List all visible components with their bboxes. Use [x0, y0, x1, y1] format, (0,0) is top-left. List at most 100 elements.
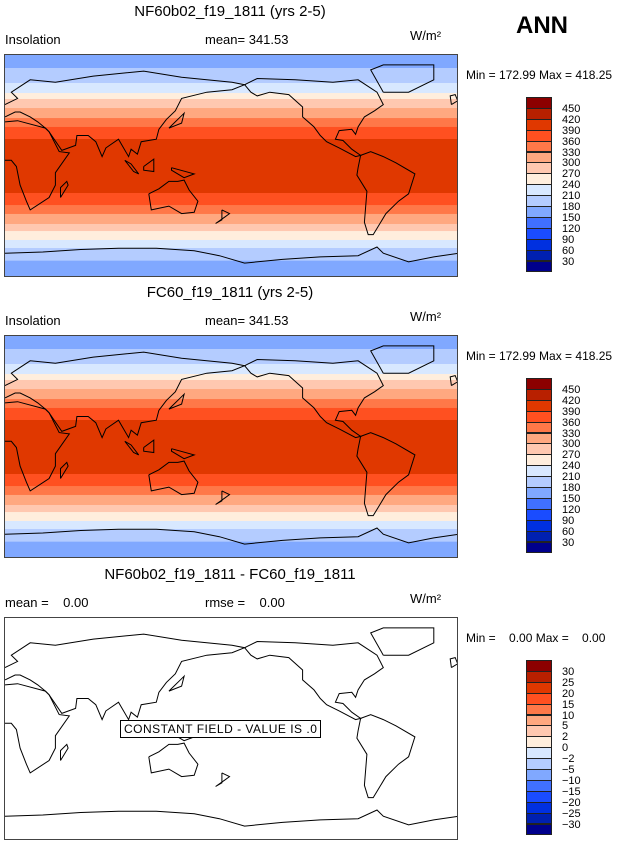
colorbar-box — [526, 823, 552, 836]
coastline-borneo — [143, 439, 155, 454]
coastline-newzealand — [215, 209, 231, 224]
colorbar-tick-label: −15 — [562, 785, 581, 798]
colorbar-tick-label: −25 — [562, 807, 581, 820]
colorbar-tick-label: 210 — [562, 190, 581, 203]
panel2-units: W/m² — [410, 309, 442, 324]
colorbar-tick-label: 450 — [562, 102, 581, 115]
coastline-australia — [148, 742, 199, 778]
colorbar-tick-label: 60 — [562, 525, 575, 538]
colorbar-tick-label: 240 — [562, 179, 581, 192]
coastline-madagascar — [60, 461, 69, 479]
zonal-band — [5, 239, 457, 249]
coastline-eurasia — [5, 351, 247, 439]
zonal-band — [5, 126, 457, 140]
panel3-mean: mean = 0.00 — [5, 595, 89, 610]
colorbar-tick-label: 240 — [562, 460, 581, 473]
zonal-band — [5, 374, 457, 381]
coastline-borneo — [143, 158, 155, 173]
colorbar-tick-label: 60 — [562, 244, 575, 257]
coastline-samerica — [356, 714, 416, 799]
coastline-sumatra — [124, 440, 140, 456]
coastline-antarctica — [5, 246, 457, 264]
coastline-sumatra — [124, 159, 140, 175]
panel2-variable: Insolation — [5, 313, 61, 328]
panel2-minmax: Min = 172.99 Max = 418.25 — [466, 349, 613, 363]
colorbar-tick-label: 270 — [562, 449, 581, 462]
colorbar-tick-label: 0 — [562, 742, 569, 755]
zonal-band — [5, 98, 457, 109]
colorbar-tick-label: 30 — [562, 665, 575, 678]
colorbar-tick-label: 420 — [562, 394, 581, 407]
zonal-band — [5, 260, 457, 276]
colorbar-tick-label: 180 — [562, 201, 581, 213]
colorbar-tick-label: −10 — [562, 774, 581, 787]
colorbar-box — [526, 541, 552, 554]
colorbar-tick-label: −30 — [562, 818, 581, 831]
zonal-band — [5, 419, 457, 475]
zonal-band — [5, 336, 457, 350]
colorbar-tick-label: 15 — [562, 698, 575, 711]
panel2-mean: mean= 341.53 — [205, 313, 289, 328]
zonal-band — [5, 529, 457, 543]
zonal-band — [5, 520, 457, 530]
season-label: ANN — [516, 12, 568, 39]
coastline-namerica — [244, 640, 384, 721]
zonal-band — [5, 138, 457, 194]
colorbar-tick-label: 150 — [562, 211, 581, 224]
colorbar-tick-label: 90 — [562, 233, 575, 246]
panel3-rmse: rmse = 0.00 — [205, 595, 285, 610]
colorbar-tick-label: 20 — [562, 687, 575, 700]
zonal-band — [5, 213, 457, 225]
zonal-band — [5, 193, 457, 206]
zonal-band — [5, 389, 457, 400]
panel2-map — [4, 335, 458, 558]
colorbar-tick-label: 270 — [562, 168, 581, 181]
colorbar-tick-label: 360 — [562, 135, 581, 148]
coastline-greenland — [369, 627, 435, 656]
zonal-band — [5, 223, 457, 232]
constant-field-annotation: CONSTANT FIELD - VALUE IS .0 — [120, 720, 322, 738]
coastline-africa — [5, 683, 71, 774]
colorbar-tick-label: 30 — [562, 536, 575, 549]
coastline-samerica — [356, 432, 416, 517]
panel3-minmax: Min = 0.00 Max = 0.00 — [466, 631, 606, 645]
zonal-band — [5, 486, 457, 496]
coastline-newzealand — [215, 772, 231, 787]
coastline-uk — [449, 94, 457, 106]
colorbar-tick-label: 360 — [562, 416, 581, 429]
coastline-samerica — [356, 151, 416, 236]
coastline-uk — [449, 375, 457, 387]
zonal-band — [5, 248, 457, 262]
zonal-band — [5, 399, 457, 409]
coastline-antarctica — [5, 527, 457, 545]
panel1-variable: Insolation — [5, 32, 61, 47]
panel3-title: NF60b02_f19_1811 - FC60_f19_1811 — [104, 566, 356, 583]
colorbar-tick-label: 120 — [562, 222, 581, 235]
coastline-antarctica — [5, 809, 457, 827]
colorbar-tick-label: 330 — [562, 146, 581, 159]
coastline-australia — [148, 460, 199, 496]
zonal-band — [5, 118, 457, 128]
colorbar-tick-label: 300 — [562, 438, 581, 451]
colorbar-tick-label: 210 — [562, 471, 581, 484]
zonal-band — [5, 108, 457, 119]
zonal-band — [5, 504, 457, 513]
zonal-band — [5, 541, 457, 557]
panel1-map — [4, 54, 458, 277]
coastline-eurasia — [5, 70, 247, 158]
map-canvas — [5, 336, 457, 557]
zonal-band — [5, 512, 457, 522]
map-canvas — [5, 55, 457, 276]
zonal-band — [5, 55, 457, 69]
colorbar-tick-label: 25 — [562, 676, 575, 689]
coastline-newguinea — [171, 448, 196, 460]
colorbar-tick-label: 420 — [562, 113, 581, 126]
colorbar-box — [526, 260, 552, 273]
zonal-band — [5, 474, 457, 487]
coastline-japan — [168, 392, 186, 410]
coastline-newguinea — [171, 167, 196, 179]
colorbar-tick-label: 300 — [562, 157, 581, 170]
zonal-band — [5, 82, 457, 94]
zonal-band — [5, 205, 457, 215]
coastline-madagascar — [60, 180, 69, 198]
